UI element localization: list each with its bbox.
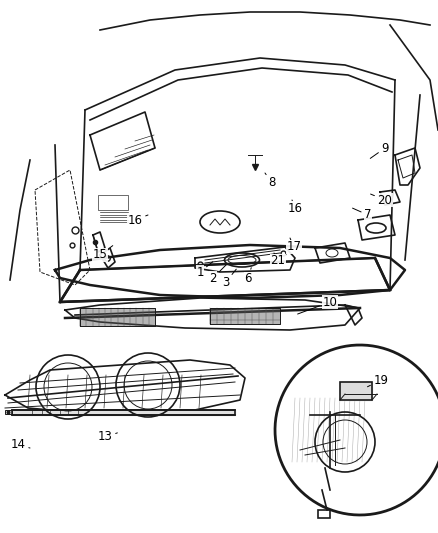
Text: 13: 13 xyxy=(98,431,117,443)
Bar xyxy=(5,410,12,414)
Text: 3: 3 xyxy=(223,269,236,288)
Text: 7: 7 xyxy=(353,208,372,222)
Text: 2: 2 xyxy=(209,265,226,285)
Bar xyxy=(318,510,330,518)
Text: 8: 8 xyxy=(265,173,276,190)
Text: 10: 10 xyxy=(297,295,337,314)
Bar xyxy=(340,382,372,400)
Bar xyxy=(12,410,235,415)
Bar xyxy=(50,410,60,414)
Bar xyxy=(340,382,372,400)
Text: 1: 1 xyxy=(196,262,213,279)
Bar xyxy=(12,410,235,415)
Text: 16: 16 xyxy=(287,200,303,214)
Text: 21: 21 xyxy=(271,253,286,268)
Bar xyxy=(32,410,42,414)
Text: 6: 6 xyxy=(244,268,252,286)
Text: 9: 9 xyxy=(370,141,389,158)
Bar xyxy=(68,410,78,414)
Text: 20: 20 xyxy=(371,193,392,206)
Text: 19: 19 xyxy=(367,374,389,387)
Bar xyxy=(98,195,128,210)
Text: 15: 15 xyxy=(92,246,113,262)
Text: 14: 14 xyxy=(11,439,30,451)
Text: 17: 17 xyxy=(286,238,301,254)
Text: 16: 16 xyxy=(127,214,148,227)
